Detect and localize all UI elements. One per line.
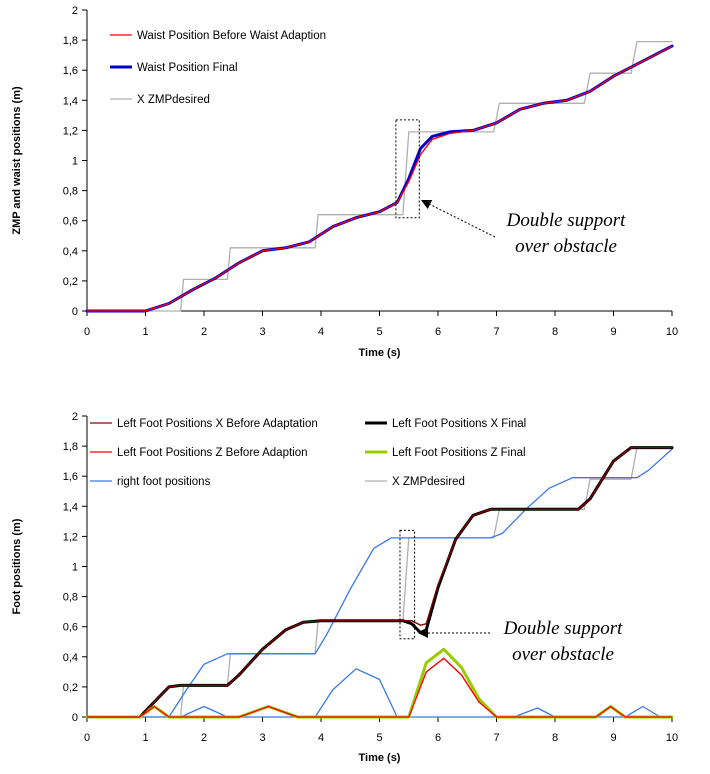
x-tick-label: 3 (259, 732, 265, 744)
x-tick-label: 9 (610, 326, 616, 338)
legend-label: Waist Position Before Waist Adaption (137, 30, 326, 42)
x-tick-label: 4 (318, 326, 324, 338)
series-line-5 (86, 668, 673, 718)
y-tick-label: 1,6 (63, 65, 78, 77)
legend-label: X ZMPdesired (392, 476, 465, 488)
x-tick-label: 0 (84, 326, 90, 338)
y-tick-label: 1,2 (63, 531, 78, 543)
y-tick-label: 1,4 (63, 95, 78, 107)
x-tick-label: 3 (259, 326, 265, 338)
legend-label: Left Foot Positions Z Before Adaption (117, 447, 308, 459)
legend-label: X ZMPdesired (137, 94, 210, 106)
series-line-3 (86, 40, 673, 312)
chart-2: 0 0,2 0,4 0,6 0,8 1 1,2 1,4 1,6 1,8 2 0 1 2 3 4 5 6 7 8 9 10 T… (11, 411, 678, 764)
legend-label: Left Foot Positions X Final (392, 418, 526, 430)
y-tick-label: 1,4 (63, 501, 78, 513)
x-tick-label: 10 (666, 326, 678, 338)
series-line-2 (85, 446, 674, 719)
y-tick-label: 0,2 (63, 276, 78, 288)
x-axis-label: Time (s) (359, 347, 401, 359)
x-tick-label: 0 (84, 732, 90, 744)
x-tick-label: 6 (435, 732, 441, 744)
annotation-text: over obstacle (515, 236, 617, 257)
y-tick-label: 0,8 (63, 592, 78, 604)
x-tick-label: 9 (610, 732, 616, 744)
y-tick-label: 1,8 (63, 441, 78, 453)
annotation-text: over obstacle (512, 644, 614, 665)
y-tick-label: 0,8 (63, 186, 78, 198)
y-axis-label: Foot positions (m) (11, 518, 23, 614)
y-tick-label: 0,4 (63, 246, 78, 258)
y-tick-label: 0,6 (63, 622, 78, 634)
x-tick-label: 2 (201, 732, 207, 744)
series-line-overlay-1 (87, 447, 672, 718)
y-tick-label: 1,6 (63, 471, 78, 483)
x-tick-label: 5 (376, 326, 382, 338)
x-tick-label: 4 (318, 732, 324, 744)
chart-1: 0 0,2 0,4 0,6 0,8 1 1,2 1,4 1,6 1,8 2 0 1 2 3 4 5 6 7 8 9 10 T… (11, 5, 678, 359)
series-line-overlay-1 (87, 45, 673, 312)
series-line-1 (86, 45, 673, 312)
annotation-text: Double support (506, 210, 626, 231)
y-tick-label: 2 (72, 5, 78, 17)
legend-label: Left Foot Positions Z Final (392, 447, 526, 459)
x-axis-label: Time (s) (359, 752, 401, 764)
legend-label: right foot positions (117, 476, 211, 488)
series-line-7 (86, 446, 673, 718)
y-tick-label: 0,2 (63, 682, 78, 694)
annotation-arrow-head (418, 628, 428, 638)
x-tick-label: 10 (666, 732, 678, 744)
y-tick-label: 1,8 (63, 35, 78, 47)
series-line-overlay-3 (87, 657, 672, 718)
annotation-box (395, 119, 420, 219)
x-tick-label: 8 (552, 326, 558, 338)
x-tick-label: 2 (201, 326, 207, 338)
x-tick-label: 1 (142, 732, 148, 744)
x-tick-label: 8 (552, 732, 558, 744)
x-tick-label: 7 (493, 732, 499, 744)
y-tick-label: 2 (72, 411, 78, 423)
annotation-arrow-line (426, 202, 496, 238)
legend-label: Left Foot Positions X Before Adaptation (117, 418, 318, 430)
x-tick-label: 1 (142, 326, 148, 338)
y-tick-label: 1 (72, 562, 78, 574)
annotation-text: Double support (503, 618, 623, 639)
y-axis-label: ZMP and waist positions (m) (11, 86, 23, 235)
series-line-1 (86, 446, 673, 718)
x-tick-label: 6 (435, 326, 441, 338)
y-tick-label: 0 (72, 712, 78, 724)
x-tick-label: 7 (493, 326, 499, 338)
y-tick-label: 1 (72, 156, 78, 168)
y-tick-label: 0 (72, 306, 78, 318)
y-tick-label: 0,4 (63, 652, 78, 664)
annotation-box (399, 529, 416, 640)
x-tick-label: 5 (376, 732, 382, 744)
annotation-arrow-head (421, 200, 433, 209)
y-tick-label: 1,2 (63, 125, 78, 137)
y-tick-label: 0,6 (63, 216, 78, 228)
series-line-2 (85, 44, 674, 313)
legend-label: Waist Position Final (137, 62, 238, 74)
